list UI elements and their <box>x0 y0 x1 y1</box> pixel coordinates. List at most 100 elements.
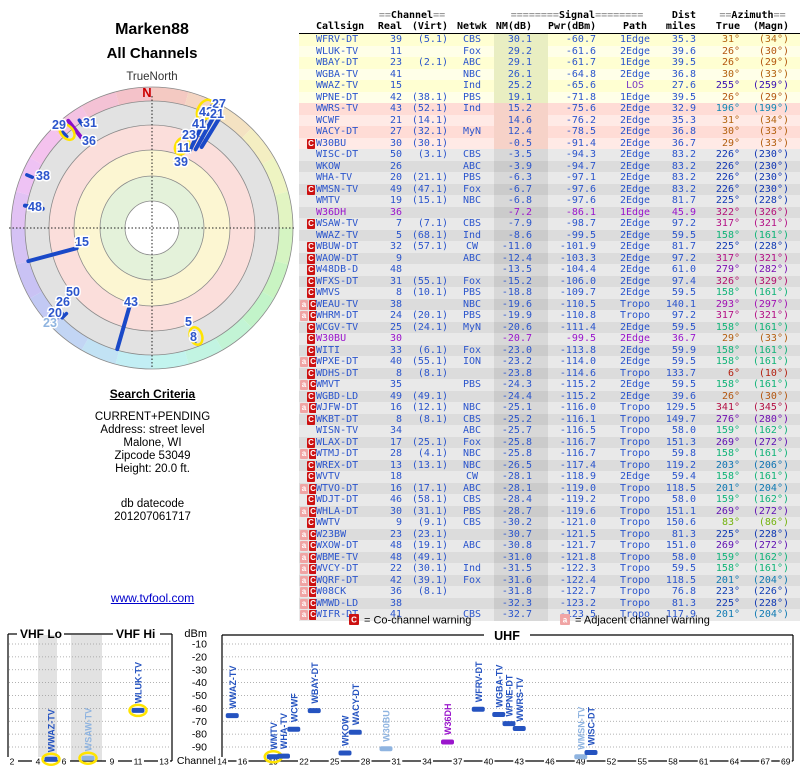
table-row: WPNE-DT 42 (38.1) PBS 19.1 -71.8 1Edge 39.5 26° (… <box>299 91 800 103</box>
table-row: a C WXOW-DT 48 (19.1) ABC -30.8 -121.7 Tropo 151.… <box>299 540 800 552</box>
path-cell: 2Edge <box>619 252 651 264</box>
path-cell: Tropo <box>619 482 651 494</box>
distance-cell: 59.5 <box>671 229 696 241</box>
noise-margin-cell: -30.2 <box>494 517 548 529</box>
magnetic-azimuth-cell: (34°) <box>758 34 789 45</box>
azimuth-hue-sector <box>261 260 289 299</box>
distance-cell: 59.5 <box>671 563 696 574</box>
warning-markers <box>299 161 316 173</box>
distance-cell: 140.1 <box>665 298 696 310</box>
azimuth-hue-sector <box>274 228 293 265</box>
noise-margin-cell: -28.4 <box>494 494 548 506</box>
virtual-channel-cell: (24.1) <box>411 321 448 333</box>
network-cell: CBS <box>462 149 482 160</box>
radar-station-dot <box>192 330 198 340</box>
channel-number-label: 43 <box>124 295 138 309</box>
noise-margin-cell: -18.8 <box>494 287 548 299</box>
magnetic-azimuth-cell: (161°) <box>752 448 789 459</box>
noise-margin-cell: -6.7 <box>494 183 548 195</box>
power-cell: -119.0 <box>559 482 596 494</box>
power-cell: -109.7 <box>559 287 596 298</box>
tvfool-link[interactable]: www.tvfool.com <box>110 591 195 605</box>
real-channel-cell: 9 <box>395 517 402 528</box>
station-signal-marker <box>287 726 301 732</box>
path-cell: Tropo <box>619 574 651 586</box>
highlight-ellipse <box>173 136 191 156</box>
callsign-cell: WCWF <box>316 114 341 126</box>
svg-text:a: a <box>563 616 568 625</box>
real-channel-cell: 27 <box>389 126 402 137</box>
radar-spoke <box>22 203 45 211</box>
noise-margin-cell: -25.8 <box>494 436 548 448</box>
true-azimuth-cell: 26° <box>721 91 740 103</box>
path-cell: 2Edge <box>619 356 651 367</box>
callsign-cell: WEAU-TV <box>316 298 359 310</box>
true-azimuth-cell: 322° <box>715 206 740 218</box>
real-channel-cell: 42 <box>389 91 402 103</box>
noise-margin-cell: -24.3 <box>494 379 548 391</box>
warning-markers: C <box>299 218 316 230</box>
distance-cell: 117.9 <box>665 609 696 620</box>
co-channel-legend-badge <box>349 614 359 625</box>
power-cell: -97.6 <box>565 195 596 206</box>
distance-cell: 151.0 <box>665 540 696 551</box>
co-channel-warning-badge: C <box>309 610 316 620</box>
noise-margin-cell: -6.8 <box>494 195 548 207</box>
power-cell: -116.7 <box>559 436 596 448</box>
network-cell <box>450 391 494 403</box>
magnetic-azimuth-cell: (161°) <box>752 321 789 333</box>
distance-cell: 83.2 <box>671 149 696 160</box>
channel-number-label: 21 <box>210 107 224 121</box>
real-channel-cell: 8 <box>395 413 402 425</box>
distance-cell: 133.7 <box>665 367 696 379</box>
distance-cell: 35.3 <box>671 114 696 126</box>
path-cell: Tropo <box>619 563 651 574</box>
adjacent-channel-warning-badge: a <box>300 449 308 459</box>
distance-cell: 36.7 <box>671 137 696 149</box>
distance-cell: 118.5 <box>665 482 696 494</box>
network-cell: Fox <box>462 45 482 57</box>
distance-cell: 36.8 <box>671 126 696 137</box>
path-cell: 2Edge <box>619 45 651 57</box>
magnetic-azimuth-cell: (230°) <box>752 149 789 160</box>
noise-margin-cell: -20.7 <box>494 333 548 345</box>
noise-margin-cell: -24.4 <box>494 390 548 402</box>
true-azimuth-cell: 226° <box>715 172 740 183</box>
network-cell: ABC <box>462 57 482 68</box>
radar-spoke <box>187 104 214 154</box>
adjacent-channel-warning-badge: a <box>300 483 308 494</box>
power-cell: -110.8 <box>559 310 596 321</box>
adjacent-channel-legend-label: = Adjacent channel warning <box>575 615 710 627</box>
noise-margin-cell: -28.1 <box>494 482 548 494</box>
distance-cell: 58.0 <box>671 494 696 505</box>
virtual-channel-cell: (30.1) <box>411 563 448 574</box>
warning-markers <box>299 425 316 437</box>
col-true: True <box>715 21 740 32</box>
north-marker: N <box>142 85 151 100</box>
station-signal-marker <box>502 721 516 727</box>
virtual-channel-cell: (8.1) <box>417 413 448 425</box>
magnetic-azimuth-cell: (34°) <box>758 114 789 126</box>
station-table: ==Channel== ========Signal======== Dist … <box>299 10 800 621</box>
co-channel-warning-badge: C <box>307 253 315 264</box>
path-cell: Tropo <box>619 597 651 609</box>
power-cell: -114.0 <box>559 356 596 367</box>
co-channel-warning-badge: C <box>309 506 316 517</box>
virtual-channel-cell: (8.1) <box>417 367 448 379</box>
callsign-cell: WMWD-LD <box>316 597 359 609</box>
table-row: WFRV-DT 39 (5.1) CBS 30.1 -60.7 1Edge 35.3 31° (3… <box>299 34 800 46</box>
virtual-channel-cell <box>402 299 450 311</box>
co-channel-warning-badge: C <box>307 368 315 379</box>
adjacent-channel-warning-badge: a <box>300 564 308 574</box>
network-cell: Ind <box>462 229 482 241</box>
true-azimuth-cell: 223° <box>715 586 740 597</box>
network-cell <box>450 529 494 541</box>
channel-tick-label: 61 <box>699 757 709 767</box>
path-cell: Tropo <box>619 310 651 321</box>
table-row: C WLAX-DT 17 (25.1) Fox -25.8 -116.7 Tropo 151.3… <box>299 436 800 448</box>
band-gap-shade <box>71 635 102 761</box>
real-channel-cell: 23 <box>389 57 402 68</box>
virtual-channel-cell: (13.1) <box>411 459 448 471</box>
highlight-ellipse <box>58 122 76 142</box>
real-channel-cell: 35 <box>389 379 402 390</box>
